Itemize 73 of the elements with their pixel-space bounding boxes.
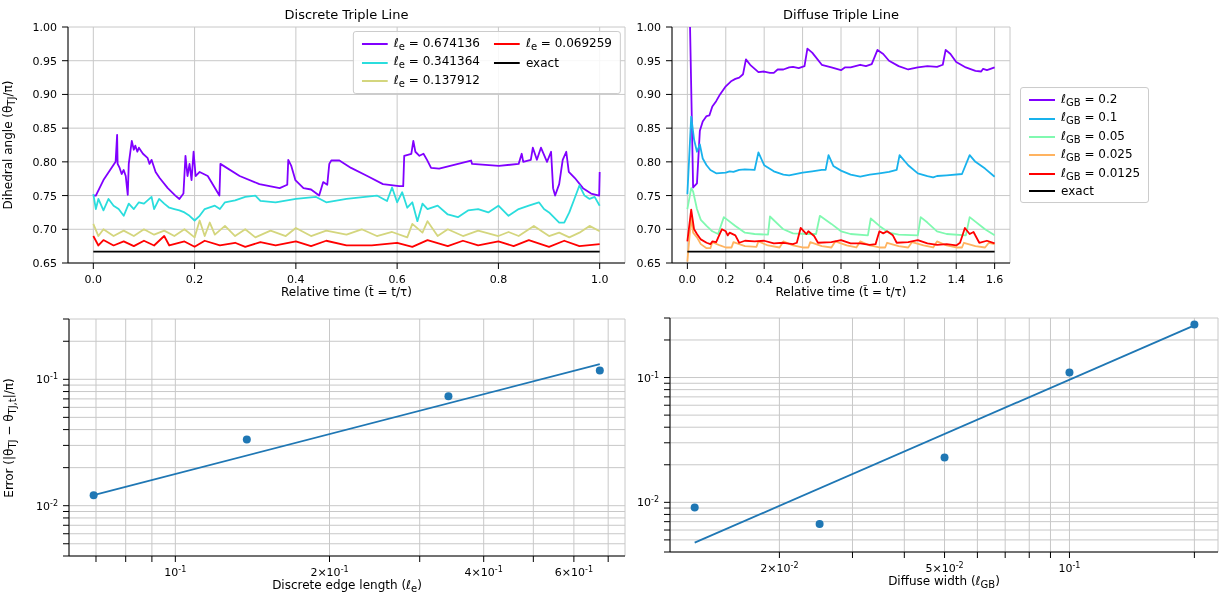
x-tick-label: 1.6 [985, 273, 1004, 286]
line-series [686, 216, 996, 263]
chart-title: Discrete Triple Line [284, 7, 409, 22]
point [1190, 320, 1199, 329]
chart-title: Diffuse Triple Line [783, 7, 899, 22]
line-series [92, 235, 601, 248]
x-tick-label: 4×10$^{-1}$ [464, 564, 503, 579]
point [815, 520, 824, 529]
x-tick-label: 0.2 [185, 273, 204, 286]
line-series [92, 219, 601, 239]
legend-label: exact [525, 55, 559, 70]
point [940, 453, 949, 462]
legend-label: ℓ$_{e}$ = 0.674136 [393, 36, 480, 53]
y-tick-label: 0.75 [636, 189, 661, 203]
y-tick-label: 0.80 [636, 155, 661, 169]
x-tick-label: 0.8 [489, 273, 508, 286]
y-tick-label: 0.70 [32, 223, 57, 237]
y-tick-label: 0.90 [636, 88, 661, 102]
x-tick-label: 10$^{-1}$ [1058, 560, 1081, 575]
legend-label: ℓ$_{e}$ = 0.069259 [525, 36, 612, 53]
x-axis-title: Relative time (t̃ = t/τ) [775, 285, 907, 299]
point [1065, 368, 1074, 377]
line-series [686, 115, 996, 196]
x-tick-label: 10$^{-1}$ [164, 564, 187, 579]
point [690, 503, 699, 512]
x-axis-title: Discrete edge length (ℓ$_{e}$) [272, 578, 422, 595]
x-tick-label: 6×10$^{-1}$ [554, 564, 593, 579]
y-tick-label: 0.90 [32, 88, 57, 102]
y-tick-label: 0.65 [32, 257, 57, 270]
y-tick-label: 0.75 [32, 189, 57, 203]
legend-label: ℓ$_{e}$ = 0.341364 [393, 54, 480, 71]
y-tick-label: 0.65 [636, 257, 661, 270]
legend-label: ℓ$_{GB}$ = 0.025 [1061, 147, 1133, 164]
legend-label: exact [1061, 183, 1094, 198]
x-tick-label: 0.8 [832, 273, 850, 286]
legend-label: ℓ$_{e}$ = 0.137912 [393, 72, 480, 90]
y-tick-label: 1.00 [636, 21, 661, 34]
y-tick-label: 0.85 [636, 122, 661, 136]
y-tick-label: 10$^{-2}$ [637, 494, 659, 510]
x-tick-label: 0.4 [287, 273, 305, 286]
legend-label: ℓ$_{GB}$ = 0.0125 [1061, 165, 1141, 182]
legend-label: ℓ$_{GB}$ = 0.1 [1061, 110, 1118, 127]
y-tick-label: 0.95 [32, 54, 57, 68]
line-series [92, 184, 601, 224]
y-tick-label: 0.70 [636, 223, 661, 237]
x-tick-label: 2×10$^{-1}$ [310, 564, 349, 579]
line-series [92, 133, 601, 200]
x-axis-title: Diffuse width (ℓ$_{GB}$) [888, 574, 1000, 591]
x-tick-label: 1.4 [947, 273, 965, 286]
x-tick-label: 0.0 [84, 273, 103, 286]
y-tick-label: 10$^{-2}$ [36, 498, 58, 513]
y-tick-label: 10$^{-1}$ [36, 371, 58, 387]
legend-label: ℓ$_{GB}$ = 0.05 [1061, 128, 1125, 146]
x-tick-label: 1.0 [590, 273, 609, 286]
y-tick-label: 10$^{-1}$ [637, 370, 659, 385]
y-tick-label: 0.95 [636, 54, 661, 68]
legend-label: ℓ$_{GB}$ = 0.2 [1061, 92, 1118, 109]
line-series [689, 27, 996, 189]
x-tick-label: 0.6 [388, 273, 406, 286]
y-tick-label: 0.80 [32, 155, 57, 169]
x-tick-label: 0.2 [717, 273, 735, 286]
y-tick-label: 0.85 [32, 122, 57, 136]
line-series [686, 187, 996, 237]
line-series [686, 208, 996, 247]
x-tick-label: 1.2 [909, 273, 927, 286]
x-tick-label: 0.4 [755, 273, 773, 286]
x-axis-title: Relative time (t̃ = t/τ) [281, 285, 412, 299]
x-tick-label: 0.0 [678, 273, 697, 286]
x-tick-label: 2×10$^{-2}$ [760, 560, 799, 575]
y-tick-label: 1.00 [32, 21, 57, 34]
x-tick-label: 5×10$^{-2}$ [925, 560, 964, 575]
x-tick-label: 1.0 [870, 273, 889, 286]
x-tick-label: 0.6 [793, 273, 812, 286]
